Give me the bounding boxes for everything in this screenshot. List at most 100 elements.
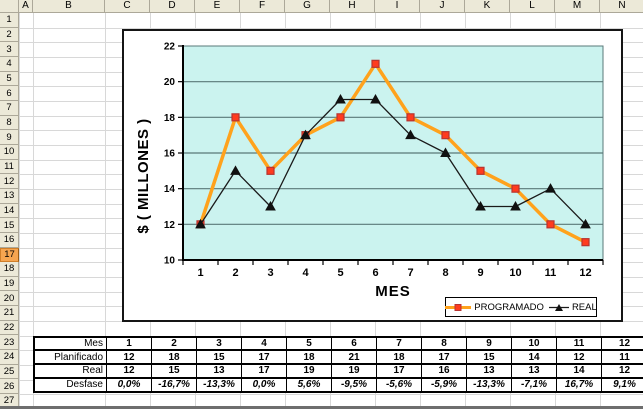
cell-real-4[interactable]: 17 bbox=[242, 365, 287, 377]
row-header-11[interactable]: 11 bbox=[0, 159, 19, 175]
cell-desfase-9[interactable]: -13,3% bbox=[467, 378, 512, 391]
row-header-20[interactable]: 20 bbox=[0, 291, 19, 307]
column-header-L[interactable]: L bbox=[510, 0, 555, 13]
row-header-2[interactable]: 2 bbox=[0, 27, 19, 43]
cell-planificado-4[interactable]: 17 bbox=[242, 351, 287, 363]
column-header-B[interactable]: B bbox=[33, 0, 105, 13]
cell-desfase-5[interactable]: 5,6% bbox=[287, 378, 332, 391]
row-header-16[interactable]: 16 bbox=[0, 232, 19, 248]
row-header-12[interactable]: 12 bbox=[0, 174, 19, 189]
row-header-14[interactable]: 14 bbox=[0, 203, 19, 219]
cell-planificado-3[interactable]: 15 bbox=[197, 351, 242, 363]
cell-planificado-1[interactable]: 12 bbox=[107, 351, 152, 363]
cell-mes-2[interactable]: 2 bbox=[152, 337, 197, 350]
cell-real-6[interactable]: 19 bbox=[332, 365, 377, 377]
cell-planificado-5[interactable]: 18 bbox=[287, 351, 332, 363]
column-header-A[interactable]: A bbox=[19, 0, 33, 13]
chart-legend[interactable]: PROGRAMADO REAL bbox=[445, 297, 597, 317]
embedded-chart[interactable]: 10 12 14 16 18 20 22 1 2 3 4 5 6 7 8 9 10 11 12 $ ( MILLONE… bbox=[122, 29, 623, 322]
cell-real-8[interactable]: 16 bbox=[422, 365, 467, 377]
row-header-22[interactable]: 22 bbox=[0, 320, 19, 336]
select-all-corner[interactable] bbox=[0, 0, 19, 13]
row-header-19[interactable]: 19 bbox=[0, 276, 19, 292]
row-header-13[interactable]: 13 bbox=[0, 188, 19, 204]
row-header-6[interactable]: 6 bbox=[0, 86, 19, 101]
cell-real-9[interactable]: 13 bbox=[467, 365, 512, 377]
cell-mes-12[interactable]: 12 bbox=[618, 337, 631, 349]
table-label-mes[interactable]: Mes bbox=[35, 337, 107, 350]
row-header-26[interactable]: 26 bbox=[0, 379, 19, 395]
column-header-J[interactable]: J bbox=[420, 0, 465, 13]
cell-planificado-10[interactable]: 14 bbox=[512, 351, 557, 363]
cell-real-2[interactable]: 15 bbox=[152, 365, 197, 377]
column-header-K[interactable]: K bbox=[465, 0, 510, 13]
cell-planificado-7[interactable]: 18 bbox=[377, 351, 422, 363]
column-header-M[interactable]: M bbox=[555, 0, 600, 13]
cell-mes-7[interactable]: 7 bbox=[377, 337, 422, 350]
cell-desfase-4[interactable]: 0,0% bbox=[242, 378, 287, 391]
row-header-10[interactable]: 10 bbox=[0, 144, 19, 160]
column-header-H[interactable]: H bbox=[330, 0, 375, 13]
cell-mes-3[interactable]: 3 bbox=[197, 337, 242, 350]
legend-item-real[interactable]: REAL bbox=[548, 302, 597, 313]
cell-real-7[interactable]: 17 bbox=[377, 365, 422, 377]
cell-planificado-6[interactable]: 21 bbox=[332, 351, 377, 363]
row-header-23[interactable]: 23 bbox=[0, 335, 19, 351]
cell-mes-6[interactable]: 6 bbox=[332, 337, 377, 350]
x-tick-label: 12 bbox=[579, 267, 591, 279]
cell-mes-8[interactable]: 8 bbox=[422, 337, 467, 350]
row-header-9[interactable]: 9 bbox=[0, 130, 19, 145]
window-bottom-edge bbox=[0, 406, 643, 409]
cell-mes-11[interactable]: 11 bbox=[557, 337, 602, 350]
cell-desfase-10[interactable]: -7,1% bbox=[512, 378, 557, 391]
row-header-15[interactable]: 15 bbox=[0, 218, 19, 233]
row-header-4[interactable]: 4 bbox=[0, 56, 19, 72]
cell-planificado-12[interactable]: 11 bbox=[619, 351, 630, 363]
row-header-18[interactable]: 18 bbox=[0, 262, 19, 277]
table-label-real[interactable]: Real bbox=[35, 365, 107, 377]
cell-real-11[interactable]: 14 bbox=[557, 365, 602, 377]
row-header-1[interactable]: 1 bbox=[0, 13, 19, 28]
cell-mes-1[interactable]: 1 bbox=[107, 337, 152, 350]
cell-mes-5[interactable]: 5 bbox=[287, 337, 332, 350]
table-label-planificado[interactable]: Planificado bbox=[35, 351, 107, 363]
column-header-E[interactable]: E bbox=[195, 0, 240, 13]
cell-planificado-9[interactable]: 15 bbox=[467, 351, 512, 363]
column-header-F[interactable]: F bbox=[240, 0, 285, 13]
cell-mes-4[interactable]: 4 bbox=[242, 337, 287, 350]
cell-desfase-2[interactable]: -16,7% bbox=[152, 378, 197, 391]
row-header-17[interactable]: 17 bbox=[0, 247, 19, 263]
cell-desfase-12[interactable]: 9,1% bbox=[613, 379, 636, 391]
row-header-8[interactable]: 8 bbox=[0, 115, 19, 131]
table-label-desfase[interactable]: Desfase bbox=[35, 378, 107, 391]
y-axis-title: $ ( MILLONES ) bbox=[135, 118, 152, 233]
row-header-7[interactable]: 7 bbox=[0, 100, 19, 116]
column-header-N[interactable]: N bbox=[600, 0, 643, 13]
cell-planificado-8[interactable]: 17 bbox=[422, 351, 467, 363]
row-header-21[interactable]: 21 bbox=[0, 306, 19, 321]
cell-desfase-6[interactable]: -9,5% bbox=[332, 378, 377, 391]
cell-desfase-11[interactable]: 16,7% bbox=[557, 378, 602, 391]
cell-real-3[interactable]: 13 bbox=[197, 365, 242, 377]
row-header-5[interactable]: 5 bbox=[0, 71, 19, 87]
cell-mes-9[interactable]: 9 bbox=[467, 337, 512, 350]
column-header-D[interactable]: D bbox=[150, 0, 195, 13]
column-header-I[interactable]: I bbox=[375, 0, 420, 13]
cell-desfase-8[interactable]: -5,9% bbox=[422, 378, 467, 391]
cell-desfase-3[interactable]: -13,3% bbox=[197, 378, 242, 391]
cell-planificado-2[interactable]: 18 bbox=[152, 351, 197, 363]
row-header-25[interactable]: 25 bbox=[0, 364, 19, 380]
cell-real-12[interactable]: 12 bbox=[618, 365, 631, 377]
column-header-C[interactable]: C bbox=[105, 0, 150, 13]
cell-mes-10[interactable]: 10 bbox=[512, 337, 557, 350]
cell-real-10[interactable]: 13 bbox=[512, 365, 557, 377]
row-header-24[interactable]: 24 bbox=[0, 350, 19, 365]
legend-item-programado[interactable]: PROGRAMADO bbox=[445, 302, 544, 313]
cell-real-5[interactable]: 19 bbox=[287, 365, 332, 377]
row-header-3[interactable]: 3 bbox=[0, 42, 19, 57]
cell-desfase-1[interactable]: 0,0% bbox=[107, 378, 152, 391]
cell-real-1[interactable]: 12 bbox=[107, 365, 152, 377]
column-header-G[interactable]: G bbox=[285, 0, 330, 13]
cell-planificado-11[interactable]: 12 bbox=[557, 351, 602, 363]
cell-desfase-7[interactable]: -5,6% bbox=[377, 378, 422, 391]
